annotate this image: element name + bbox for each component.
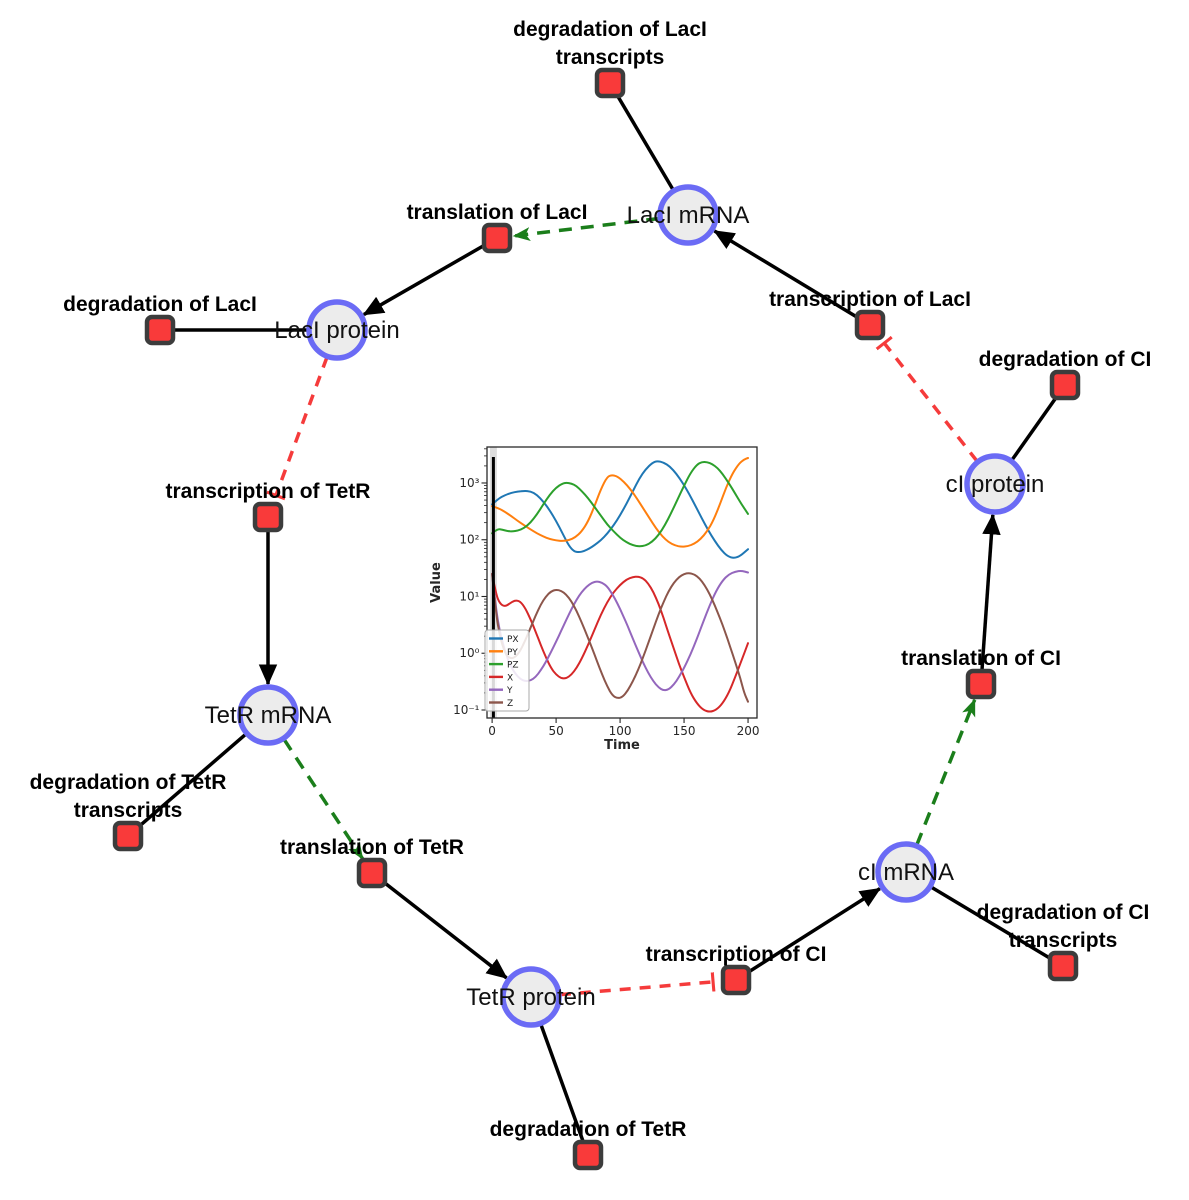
reaction-label-deg-tetr-transcripts: transcripts (74, 799, 183, 822)
y-tick-label: 10⁻¹ (453, 703, 480, 717)
y-tick-label: 10⁰ (459, 646, 479, 660)
reaction-node-transcription-tetr[interactable] (252, 501, 284, 533)
reaction-node-deg-tetr-transcripts[interactable] (112, 820, 144, 852)
species-label-laci-protein: LacI protein (274, 317, 399, 344)
reaction-node-translation-laci[interactable] (481, 222, 513, 254)
chart-axes: 0 50 100 150 200 10⁻¹ 10⁰ 10¹ 10² 10³ Time Value (429, 448, 760, 753)
x-tick-label: 50 (548, 724, 563, 738)
reaction-label-deg-laci-transcripts: transcripts (556, 46, 665, 69)
chart-legend: PX PY PZ XYZ (484, 629, 530, 712)
legend-entry-PY: PY (507, 648, 518, 658)
legend-entry-PX: PX (507, 635, 519, 645)
network-labels: degradation of LacI transcripts translatio… (30, 18, 1152, 1141)
edge-modifier-tetr-mrna-to-translation-tetr (282, 738, 365, 860)
reaction-node-deg-ci-transcripts[interactable] (1047, 950, 1079, 982)
reaction-label-translation-tetr: translation of TetR (280, 836, 464, 859)
reaction-label-deg-ci-transcripts: transcripts (1009, 929, 1118, 952)
species-node-laci-mrna[interactable] (657, 184, 719, 246)
reaction-label-deg-tetr: degradation of TetR (490, 1118, 687, 1141)
reaction-node-deg-ci[interactable] (1049, 369, 1081, 401)
species-label-ci-protein: cI protein (946, 471, 1045, 498)
x-tick-label: 0 (488, 724, 496, 738)
series-line-PZ (491, 460, 749, 548)
x-tick-label: 100 (609, 724, 632, 738)
reaction-node-deg-tetr[interactable] (572, 1139, 604, 1171)
reaction-label-translation-laci: translation of LacI (407, 201, 588, 224)
edge-modifier-ci-mrna-to-translation-ci (915, 698, 977, 846)
series-line-Y (491, 569, 749, 692)
x-tick-label: 150 (673, 724, 696, 738)
legend-entry-X: X (507, 673, 513, 683)
reaction-node-translation-ci[interactable] (965, 668, 997, 700)
edge-production-translation-laci-to-laci-protein (362, 236, 498, 317)
legend-entry-Y: Y (506, 686, 513, 696)
reaction-label-deg-tetr-transcripts: degradation of TetR (30, 771, 227, 794)
reaction-node-deg-laci[interactable] (144, 314, 176, 346)
value-axis-label: Value (429, 562, 444, 603)
species-node-ci-protein[interactable] (964, 453, 1026, 515)
series-line-PY (491, 457, 749, 548)
species-label-tetr-protein: TetR protein (466, 984, 595, 1011)
species-node-ci-mrna[interactable] (875, 841, 937, 903)
y-tick-label: 10³ (459, 476, 479, 490)
time-axis-label: Time (604, 738, 640, 753)
reaction-label-deg-ci: degradation of CI (979, 348, 1152, 371)
reaction-label-transcription-ci: transcription of CI (646, 943, 827, 966)
species-label-laci-mrna: LacI mRNA (627, 202, 750, 229)
series-line-PX (491, 460, 749, 559)
species-node-tetr-mrna[interactable] (237, 684, 299, 746)
reaction-label-deg-ci-transcripts: degradation of CI (977, 901, 1150, 924)
series-line-Z (491, 572, 749, 703)
species-label-ci-mrna: cI mRNA (858, 859, 954, 886)
reaction-label-deg-laci: degradation of LacI (63, 293, 257, 316)
plot-frame (486, 446, 758, 719)
simulation-plot: 0 50 100 150 20010⁻¹10⁰10¹10²10³TimeValuePXP… (429, 446, 760, 753)
reaction-node-translation-tetr[interactable] (356, 857, 388, 889)
y-tick-label: 10² (459, 533, 479, 547)
species-node-laci-protein[interactable] (306, 299, 368, 361)
reaction-label-transcription-tetr: transcription of TetR (166, 480, 371, 503)
series-line-X (491, 572, 749, 713)
reaction-node-deg-laci-transcripts[interactable] (594, 67, 626, 99)
edge-inhibition-laci-protein-to-transcription-tetr (266, 356, 329, 501)
reaction-label-translation-ci: translation of CI (901, 647, 1061, 670)
y-tick-label: 10¹ (459, 589, 479, 603)
reaction-node-transcription-ci[interactable] (720, 964, 752, 996)
edge-production-translation-tetr-to-tetr-protein (370, 871, 508, 980)
chart-series (489, 447, 749, 718)
reaction-label-transcription-laci: transcription of LacI (769, 288, 971, 311)
reaction-label-deg-laci-transcripts: degradation of LacI (513, 18, 707, 41)
x-tick-label: 200 (737, 724, 760, 738)
legend-entry-Z: Z (507, 699, 513, 709)
simulation-plot-inset: 0 50 100 150 200 10⁻¹ 10⁰ 10¹ 10² 10³ Time Value PX P… (425, 438, 765, 758)
edge-production-transcription-ci-to-ci-mrna (735, 887, 882, 982)
edge-inhibition-ci-protein-to-transcription-laci (875, 335, 979, 463)
edge-production-translation-ci-to-ci-protein (979, 513, 1001, 685)
reaction-node-transcription-laci[interactable] (854, 309, 886, 341)
edge-inhibition-tetr-protein-to-transcription-ci (559, 972, 716, 997)
network-nodes (112, 67, 1081, 1171)
edge-production-transcription-laci-to-laci-mrna (713, 229, 871, 327)
legend-entry-PZ: PZ (507, 661, 519, 671)
species-node-tetr-protein[interactable] (500, 966, 562, 1028)
species-label-tetr-mrna: TetR mRNA (205, 702, 332, 729)
edge-modifier-laci-mrna-to-translation-laci (512, 216, 660, 241)
